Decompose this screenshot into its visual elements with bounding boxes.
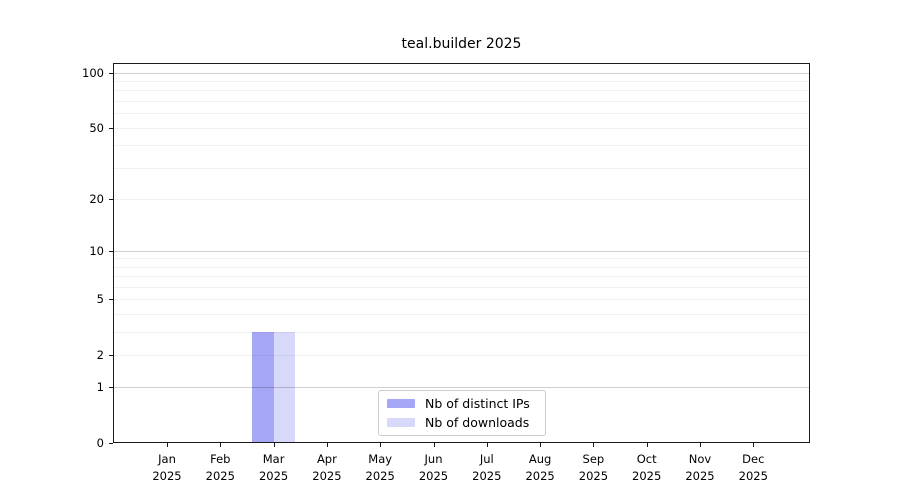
x-tick-month: Nov [688,452,712,466]
gridline-minor [114,145,810,146]
legend-label: Nb of downloads [425,415,530,430]
x-tick-mark [167,443,168,447]
gridline-minor [114,331,810,333]
x-tick-month: Oct [636,452,657,466]
x-tick-label: Mar 2025 [247,451,301,485]
y-tick-mark [109,250,113,252]
y-tick-mark [109,127,113,129]
y-tick-label: 2 [96,347,104,362]
x-tick-mark [540,443,542,447]
x-tick-label: Dec 2025 [726,451,780,485]
chart-title: teal.builder 2025 [401,36,522,52]
x-tick-month: May [368,452,393,466]
y-tick-label: 0 [96,436,104,450]
x-tick-mark [433,443,435,447]
x-tick-label: Nov 2025 [673,451,727,485]
x-tick-year: 2025 [632,469,662,483]
y-tick-mark [109,72,113,74]
gridline-major [114,387,810,389]
y-tick-label: 100 [82,65,104,80]
x-tick-label: Jul 2025 [460,451,514,485]
legend-item-distinct-ips: Nb of distinct IPs [387,396,537,411]
x-tick-year: 2025 [418,469,449,483]
gridline-minor [114,276,810,278]
x-tick-mark [486,443,488,447]
x-tick-year: 2025 [525,469,555,483]
y-tick-label: 5 [96,292,104,307]
x-tick-mark [646,443,648,447]
x-tick-label: May 2025 [353,451,407,485]
bar-distinct-ips [252,331,274,443]
legend-item-downloads: Nb of downloads [387,415,537,430]
gridline-minor [114,81,810,83]
x-tick-month: Jan [158,452,176,466]
x-tick-year: 2025 [258,469,289,483]
gridline-minor [114,286,810,288]
gridline-minor [114,167,810,169]
y-tick-mark [109,299,113,301]
gridline-minor [114,354,810,356]
x-tick-mark [700,443,701,447]
gridline-minor [114,90,810,92]
x-tick-year: 2025 [365,469,395,483]
x-tick-mark [220,443,222,447]
y-tick-label: 20 [89,191,104,206]
x-tick-month: Feb [210,452,231,466]
gridline-minor [114,313,810,315]
y-tick-mark [109,443,113,444]
x-tick-label: Feb 2025 [193,451,247,485]
x-tick-mark [380,443,382,447]
x-tick-month: Mar [262,452,285,466]
x-tick-label: Sep 2025 [566,451,620,485]
x-tick-year: 2025 [152,469,182,483]
x-tick-month: Jun [424,452,443,466]
gridline-major [114,72,810,74]
gridline-minor [114,113,810,115]
x-tick-month: Aug [528,452,552,466]
y-tick-label: 10 [89,243,104,258]
x-tick-year: 2025 [312,469,342,483]
x-tick-month: Apr [316,452,337,466]
gridline-minor [114,101,810,102]
x-tick-month: Dec [742,452,765,466]
x-tick-mark [753,443,755,447]
x-tick-year: 2025 [738,469,768,483]
gridline-major [114,250,810,252]
legend-swatch-downloads [387,418,415,427]
gridline-minor [114,127,810,129]
gridline-minor [114,266,810,268]
gridline-minor [114,258,810,260]
x-tick-label: Aug 2025 [513,451,567,485]
legend: Nb of distinct IPs Nb of downloads [378,390,546,436]
x-tick-mark [593,443,595,447]
legend-label: Nb of distinct IPs [425,396,530,411]
x-tick-year: 2025 [578,469,609,483]
x-tick-label: Jun 2025 [407,451,461,485]
axes-spines [113,63,810,443]
y-tick-label: 50 [89,120,104,135]
y-tick-mark [109,387,113,389]
x-tick-month: Sep [582,452,605,466]
x-tick-year: 2025 [472,469,502,483]
x-tick-label: Jan 2025 [140,451,194,485]
x-tick-label: Oct 2025 [620,451,674,485]
x-tick-mark [326,443,328,447]
x-tick-month: Jul [479,452,494,466]
y-tick-mark [109,354,113,356]
bar-downloads [273,331,295,443]
x-tick-year: 2025 [685,469,715,483]
legend-swatch-distinct-ips [387,399,415,408]
gridline-minor [114,299,810,301]
x-tick-label: Apr 2025 [300,451,354,485]
x-tick-year: 2025 [205,469,235,483]
y-tick-label: 1 [96,380,104,395]
y-tick-mark [109,198,113,200]
gridline-minor [114,198,810,200]
x-tick-mark [273,443,275,447]
